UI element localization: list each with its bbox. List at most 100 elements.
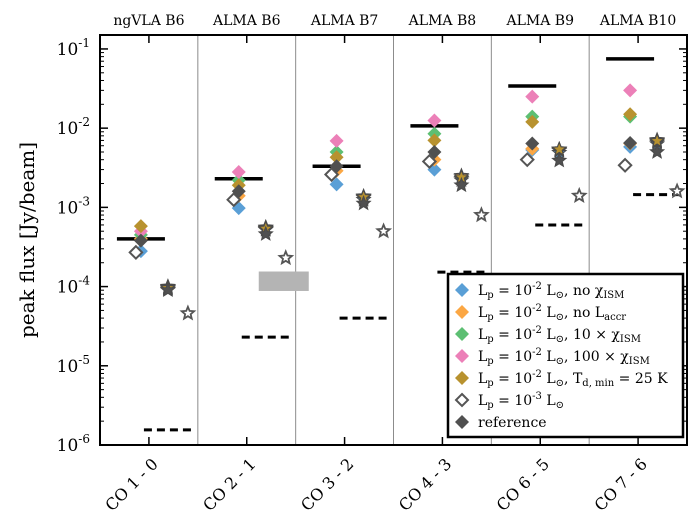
legend-label: Lp = 10-3 L⊙: [478, 391, 564, 411]
diamond-marker: [525, 136, 540, 151]
diamond-marker: [525, 114, 540, 129]
y-tick-exponent: -2: [78, 115, 90, 129]
legend-text: L: [542, 305, 556, 321]
legend-sub: ⊙: [556, 356, 564, 367]
legend-text: , 10 × χ: [564, 327, 620, 343]
diamond-marker: [427, 145, 442, 160]
legend-sub: p: [487, 378, 493, 389]
plot-frame: [99, 34, 688, 446]
category-label: CO 1 - 0: [101, 454, 161, 513]
legend-label: Lp = 10-2 L⊙, Td, min = 25 K: [478, 369, 668, 389]
category-label: CO 2 - 1: [199, 454, 259, 513]
y-tick-label: 10-2: [57, 115, 90, 139]
diamond-marker: [226, 192, 242, 208]
legend-marker: [455, 415, 469, 429]
y-tick-base: 10: [57, 119, 79, 139]
diamond-marker: [133, 233, 148, 248]
diamond-marker: [329, 133, 344, 148]
legend-sub: p: [487, 400, 493, 411]
star-marker: [649, 143, 666, 159]
legend-text: L: [542, 283, 556, 299]
diamond-marker: [623, 107, 638, 122]
band-label: ALMA B8: [408, 13, 477, 29]
diamond-marker: [525, 89, 540, 104]
legend-text: L: [478, 327, 487, 343]
y-tick-label: 10-5: [57, 353, 90, 377]
legend-text: , no L: [564, 305, 604, 321]
legend-sub: p: [487, 356, 493, 367]
category-label: CO 4 - 3: [395, 454, 455, 513]
sensitivity-lines: [116, 57, 684, 432]
y-tick-base: 10: [57, 357, 79, 377]
legend-sub: ISM: [629, 356, 650, 367]
category-label: CO 3 - 2: [297, 454, 357, 513]
y-tick-base: 10: [57, 436, 79, 456]
legend-label: Lp = 10-2 L⊙, no Laccr: [478, 303, 626, 323]
diamond-marker: [329, 150, 344, 165]
legend-sup: -2: [532, 303, 542, 314]
legend-text: L: [542, 349, 556, 365]
diamond-marker: [623, 83, 638, 98]
gray-box-layer: [258, 271, 309, 291]
star-marker: [277, 249, 295, 266]
legend-text: = 10: [494, 283, 532, 299]
star-marker: [472, 206, 490, 223]
diamond-marker: [231, 164, 246, 179]
star-marker: [179, 304, 197, 321]
legend-text: = 10: [494, 327, 532, 343]
band-label: ALMA B9: [506, 13, 575, 29]
y-tick-label: 10-1: [57, 36, 90, 60]
gray-box: [258, 271, 309, 291]
legend-sup: -2: [532, 347, 542, 358]
legend-marker: [455, 327, 469, 341]
star-marker: [257, 225, 274, 241]
legend-text: L: [478, 283, 487, 299]
y-tick-label: 10-4: [57, 274, 91, 298]
legend-label: reference: [478, 415, 547, 431]
category-label: CO 7 - 6: [591, 454, 651, 513]
star-marker: [551, 152, 568, 168]
diamond-marker: [617, 157, 633, 173]
legend-sub: ISM: [620, 334, 641, 345]
legend-sup: -3: [532, 391, 542, 402]
legend-text: L: [478, 393, 487, 409]
y-tick-exponent: -3: [78, 194, 90, 208]
legend-text: L: [542, 393, 556, 409]
category-label: CO 6 - 5: [493, 454, 553, 513]
y-tick-exponent: -1: [78, 36, 90, 50]
band-label: ALMA B10: [599, 13, 676, 29]
data-markers: [128, 83, 686, 321]
diamond-marker: [329, 159, 344, 174]
legend-sup: -2: [532, 281, 542, 292]
legend-sub: ⊙: [556, 334, 564, 345]
legend-sub: ⊙: [556, 400, 564, 411]
legend-sub: p: [487, 290, 493, 301]
legend-marker: [455, 305, 469, 319]
legend-sub: accr: [604, 312, 626, 323]
y-axis-label: peak flux [Jy/beam]: [15, 142, 39, 338]
legend-marker: [455, 283, 469, 297]
legend-sub: ⊙: [556, 378, 564, 389]
legend-label: Lp = 10-2 L⊙, no χISM: [478, 281, 624, 301]
diamond-marker: [323, 166, 340, 183]
legend-marker: [455, 371, 469, 385]
y-axis-ticks: 10-610-510-410-310-210-1: [57, 36, 687, 456]
y-tick-base: 10: [57, 198, 79, 218]
legend-sub: p: [487, 334, 493, 345]
legend-label: Lp = 10-2 L⊙, 10 × χISM: [478, 325, 641, 345]
band-label: ALMA B7: [310, 13, 379, 29]
legend-sub: ⊙: [556, 312, 564, 323]
diamond-marker: [421, 153, 438, 170]
legend-marker: [454, 392, 470, 408]
legend-text: L: [478, 371, 487, 387]
legend-text: , 100 × χ: [564, 349, 629, 365]
legend-marker: [455, 349, 469, 363]
y-tick-label: 10-6: [57, 432, 90, 456]
band-labels: ngVLA B6 ALMA B6 ALMA B7 ALMA B8 ALMA B9 ALMA…: [113, 13, 676, 29]
star-marker: [453, 176, 470, 193]
legend-text: L: [542, 371, 556, 387]
legend-text: = 10: [494, 349, 532, 365]
diamond-marker: [519, 152, 535, 168]
